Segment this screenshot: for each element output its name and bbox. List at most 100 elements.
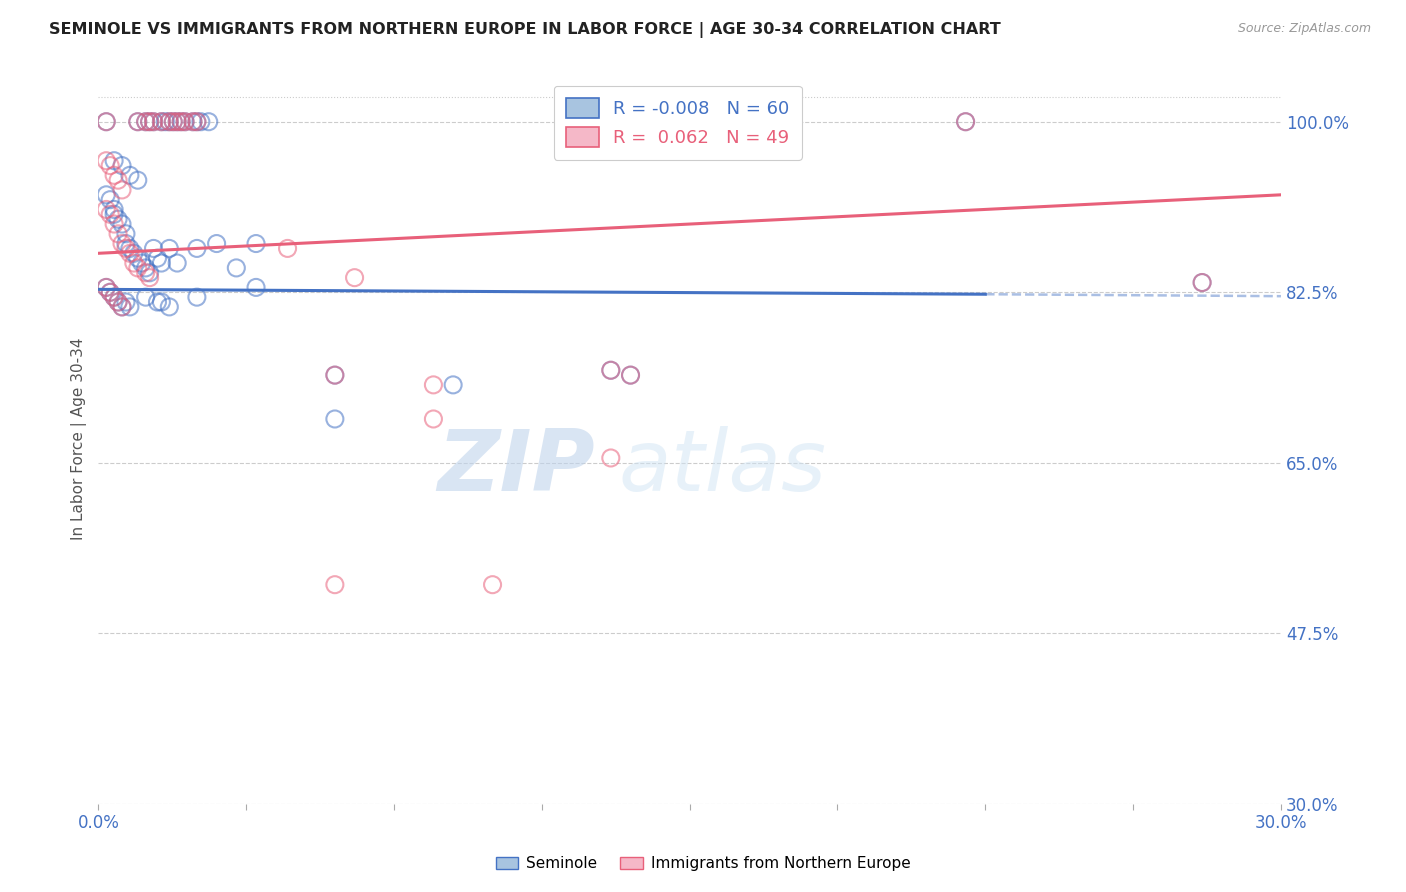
Point	[157, 241, 180, 255]
Point	[323, 412, 346, 426]
Point	[135, 290, 157, 304]
Point	[107, 227, 129, 241]
Point	[1191, 276, 1213, 290]
Point	[138, 114, 160, 128]
Point	[107, 173, 129, 187]
Point	[135, 114, 157, 128]
Point	[150, 114, 173, 128]
Point	[98, 285, 121, 300]
Point	[107, 295, 129, 310]
Point	[118, 241, 141, 255]
Point	[142, 241, 165, 255]
Point	[1191, 276, 1213, 290]
Text: SEMINOLE VS IMMIGRANTS FROM NORTHERN EUROPE IN LABOR FORCE | AGE 30-34 CORRELATI: SEMINOLE VS IMMIGRANTS FROM NORTHERN EUR…	[49, 22, 1001, 38]
Point	[103, 202, 125, 217]
Point	[619, 368, 641, 383]
Point	[135, 260, 157, 275]
Point	[135, 114, 157, 128]
Legend: R = -0.008   N = 60, R =  0.062   N = 49: R = -0.008 N = 60, R = 0.062 N = 49	[554, 86, 801, 160]
Point	[166, 114, 188, 128]
Text: Source: ZipAtlas.com: Source: ZipAtlas.com	[1237, 22, 1371, 36]
Point	[98, 207, 121, 221]
Point	[186, 114, 208, 128]
Point	[115, 236, 138, 251]
Point	[323, 368, 346, 383]
Point	[157, 114, 180, 128]
Point	[127, 260, 149, 275]
Point	[118, 169, 141, 183]
Point	[150, 114, 173, 128]
Point	[599, 450, 621, 465]
Point	[174, 114, 197, 128]
Point	[422, 377, 444, 392]
Point	[150, 295, 173, 310]
Point	[481, 577, 503, 591]
Point	[599, 363, 621, 377]
Point	[245, 236, 267, 251]
Point	[441, 377, 464, 392]
Point	[157, 114, 180, 128]
Point	[96, 280, 118, 294]
Point	[142, 114, 165, 128]
Point	[103, 207, 125, 221]
Point	[118, 300, 141, 314]
Point	[174, 114, 197, 128]
Point	[186, 290, 208, 304]
Point	[122, 246, 145, 260]
Point	[115, 295, 138, 310]
Point	[205, 236, 228, 251]
Point	[96, 114, 118, 128]
Point	[170, 114, 193, 128]
Point	[955, 114, 977, 128]
Point	[103, 217, 125, 231]
Point	[111, 300, 134, 314]
Point	[111, 183, 134, 197]
Point	[127, 173, 149, 187]
Point	[131, 256, 153, 270]
Point	[146, 251, 169, 265]
Point	[138, 114, 160, 128]
Point	[599, 363, 621, 377]
Point	[343, 270, 366, 285]
Point	[96, 202, 118, 217]
Point	[107, 212, 129, 227]
Point	[323, 368, 346, 383]
Point	[323, 577, 346, 591]
Point	[135, 266, 157, 280]
Legend: Seminole, Immigrants from Northern Europe: Seminole, Immigrants from Northern Europ…	[489, 850, 917, 877]
Point	[115, 241, 138, 255]
Point	[166, 256, 188, 270]
Point	[127, 251, 149, 265]
Point	[107, 295, 129, 310]
Point	[98, 159, 121, 173]
Point	[186, 241, 208, 255]
Point	[96, 114, 118, 128]
Point	[111, 159, 134, 173]
Point	[197, 114, 219, 128]
Point	[150, 256, 173, 270]
Point	[162, 114, 184, 128]
Point	[157, 300, 180, 314]
Point	[138, 270, 160, 285]
Point	[98, 193, 121, 207]
Point	[103, 153, 125, 168]
Point	[138, 266, 160, 280]
Point	[96, 153, 118, 168]
Point	[118, 246, 141, 260]
Text: ZIP: ZIP	[437, 426, 595, 509]
Point	[155, 114, 177, 128]
Point	[127, 114, 149, 128]
Point	[146, 295, 169, 310]
Point	[115, 227, 138, 241]
Point	[225, 260, 247, 275]
Point	[98, 285, 121, 300]
Point	[103, 290, 125, 304]
Point	[111, 300, 134, 314]
Point	[181, 114, 204, 128]
Point	[245, 280, 267, 294]
Point	[619, 368, 641, 383]
Point	[955, 114, 977, 128]
Point	[186, 114, 208, 128]
Point	[422, 412, 444, 426]
Point	[122, 256, 145, 270]
